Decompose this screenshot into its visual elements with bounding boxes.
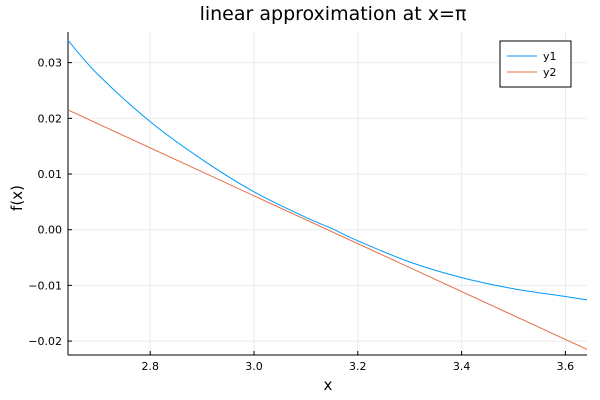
y-tick-label-2: 0.00 — [38, 224, 63, 237]
x-tick-label-2: 3.2 — [349, 360, 367, 373]
legend-label-y2: y2 — [543, 66, 557, 79]
ticks: 2.8 3.0 3.2 3.4 3.6 −0.02 −0.01 0.00 0.01 0.02 0.0… — [28, 57, 574, 373]
x-axis-title: x — [324, 376, 333, 394]
x-tick-label-3: 3.4 — [453, 360, 471, 373]
y-tick-label-4: 0.02 — [38, 112, 63, 125]
x-tick-label-4: 3.6 — [557, 360, 575, 373]
grid — [68, 32, 587, 355]
y-tick-label-5: 0.03 — [38, 57, 63, 70]
series-group — [67, 40, 588, 350]
x-tick-label-0: 2.8 — [141, 360, 159, 373]
legend-box — [499, 40, 572, 88]
x-tick-label-1: 3.0 — [245, 360, 263, 373]
axes — [67, 32, 587, 356]
y-tick-label-3: 0.01 — [38, 168, 63, 181]
legend-label-y1: y1 — [543, 50, 557, 63]
y-axis-title: f(x) — [8, 185, 26, 211]
series-line-y2 — [67, 109, 588, 350]
chart-title: linear approximation at x=π — [200, 3, 467, 25]
y-tick-label-0: −0.02 — [28, 335, 62, 348]
series-line-y1 — [67, 40, 588, 301]
y-tick-label-1: −0.01 — [28, 279, 62, 292]
